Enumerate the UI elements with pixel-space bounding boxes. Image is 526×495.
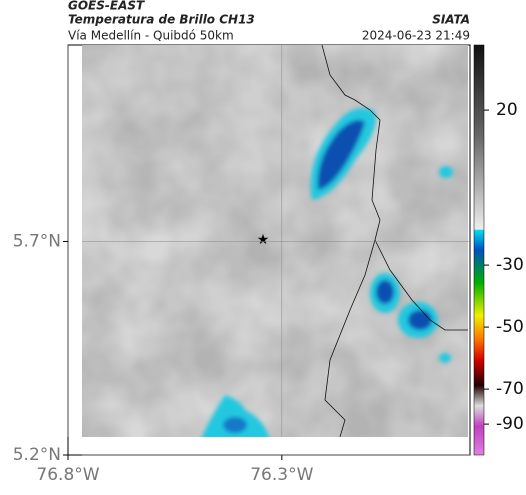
texture xyxy=(82,45,468,437)
y-tick-label: 5.2°N xyxy=(13,445,61,465)
border xyxy=(321,45,468,331)
y-tick-label: 5.7°N xyxy=(13,231,61,251)
location-marker: ★ xyxy=(257,232,270,248)
title: GOES-EAST xyxy=(68,0,145,13)
x-tick-label: 76.3°W xyxy=(250,465,313,485)
location: Vía Medellín - Quibdó 50km xyxy=(68,29,234,43)
satellite-image xyxy=(82,45,468,437)
x-tick-label: 76.8°W xyxy=(36,465,99,485)
colorbar xyxy=(473,44,485,456)
subtitle: Temperatura de Brillo CH13 xyxy=(68,13,255,27)
colorbar-tick-label: 20 xyxy=(496,100,518,120)
clouds xyxy=(201,108,453,437)
colorbar-tick-label: -70 xyxy=(496,379,524,399)
colorbar-tick-label: -90 xyxy=(496,414,524,434)
border xyxy=(324,239,376,437)
colorbar-tick-label: -30 xyxy=(496,255,524,275)
datetime: 2024-06-23 21:49 xyxy=(362,29,470,43)
colorbar-tick-label: -50 xyxy=(496,317,524,337)
source: SIATA xyxy=(432,13,470,27)
